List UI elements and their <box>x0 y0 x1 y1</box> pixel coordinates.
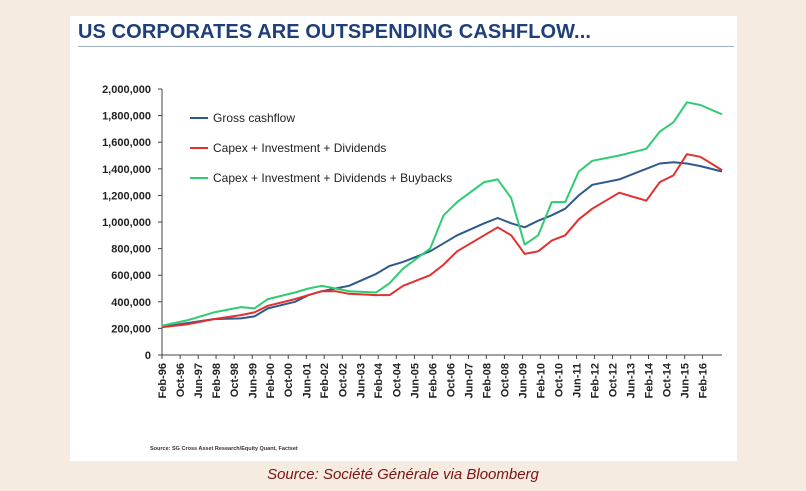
y-tick-label: 0 <box>145 350 151 362</box>
axes: 0 200,000 400,000 600,000 800,000 1,000,000 1,… <box>102 84 722 398</box>
series-layer <box>161 101 723 329</box>
x-tick-label: Oct-08 <box>499 363 511 397</box>
x-tick-label: Feb-02 <box>319 363 331 398</box>
x-tick-label: Feb-14 <box>643 362 655 398</box>
series-line-1 <box>161 161 723 329</box>
x-tick-label: Jun-05 <box>409 363 421 398</box>
chart-card <box>70 16 737 461</box>
x-tick-label: Feb-10 <box>535 363 547 398</box>
legend-label: Capex + Investment + Dividends + Buyback… <box>213 171 452 185</box>
x-tick-label: Oct-04 <box>391 362 403 397</box>
x-tick-label: Oct-14 <box>662 362 674 397</box>
y-tick-label: 600,000 <box>111 270 151 282</box>
y-tick-label: 1,800,000 <box>102 111 151 123</box>
x-tick-label: Feb-08 <box>481 363 493 398</box>
x-tick-label: Oct-96 <box>175 363 187 397</box>
legend-label: Gross cashflow <box>213 111 295 125</box>
x-tick-label: Feb-98 <box>211 363 223 398</box>
x-tick-label: Jun-13 <box>626 363 638 398</box>
x-tick-label: Feb-96 <box>157 363 169 398</box>
x-tick-label: Feb-06 <box>427 363 439 398</box>
legend-label: Capex + Investment + Dividends <box>213 141 386 155</box>
image-caption: Source: Société Générale via Bloomberg <box>267 466 539 483</box>
y-tick-label: 200,000 <box>111 323 151 335</box>
y-tick-label: 1,200,000 <box>102 190 151 202</box>
source-note: Source: SG Cross Asset Research/Equity Q… <box>150 446 298 452</box>
x-tick-label: Jun-99 <box>247 363 259 398</box>
y-tick-label: 1,000,000 <box>102 217 151 229</box>
y-tick-label: 800,000 <box>111 244 151 256</box>
x-tick-label: Feb-12 <box>589 363 601 398</box>
x-tick-label: Oct-12 <box>608 363 620 397</box>
x-tick-label: Oct-10 <box>553 363 565 397</box>
y-tick-label: 2,000,000 <box>102 84 151 96</box>
x-tick-label: Jun-97 <box>193 363 205 398</box>
x-tick-label: Oct-98 <box>229 363 241 397</box>
x-tick-label: Feb-00 <box>265 363 277 398</box>
title-underline <box>78 46 734 47</box>
x-tick-label: Jun-03 <box>355 363 367 398</box>
x-tick-label: Oct-02 <box>337 363 349 397</box>
y-tick-label: 1,400,000 <box>102 164 151 176</box>
x-tick-label: Oct-06 <box>445 363 457 397</box>
chart-title: US CORPORATES ARE OUTSPENDING CASHFLOW..… <box>78 21 592 43</box>
x-tick-label: Jun-11 <box>572 363 584 398</box>
x-tick-label: Oct-00 <box>283 363 295 397</box>
x-tick-label: Feb-04 <box>373 362 385 398</box>
y-tick-label: 1,600,000 <box>102 137 151 149</box>
series-line-3 <box>161 101 723 327</box>
x-tick-label: Jun-15 <box>680 363 692 398</box>
x-tick-label: Feb-16 <box>698 363 710 398</box>
x-tick-label: Jun-07 <box>463 363 475 398</box>
y-tick-label: 400,000 <box>111 297 151 309</box>
x-tick-label: Jun-01 <box>301 363 313 398</box>
legend: Gross cashflow Capex + Investment + Divid… <box>190 111 452 185</box>
x-tick-label: Jun-09 <box>518 363 530 398</box>
series-line-2 <box>161 153 723 329</box>
